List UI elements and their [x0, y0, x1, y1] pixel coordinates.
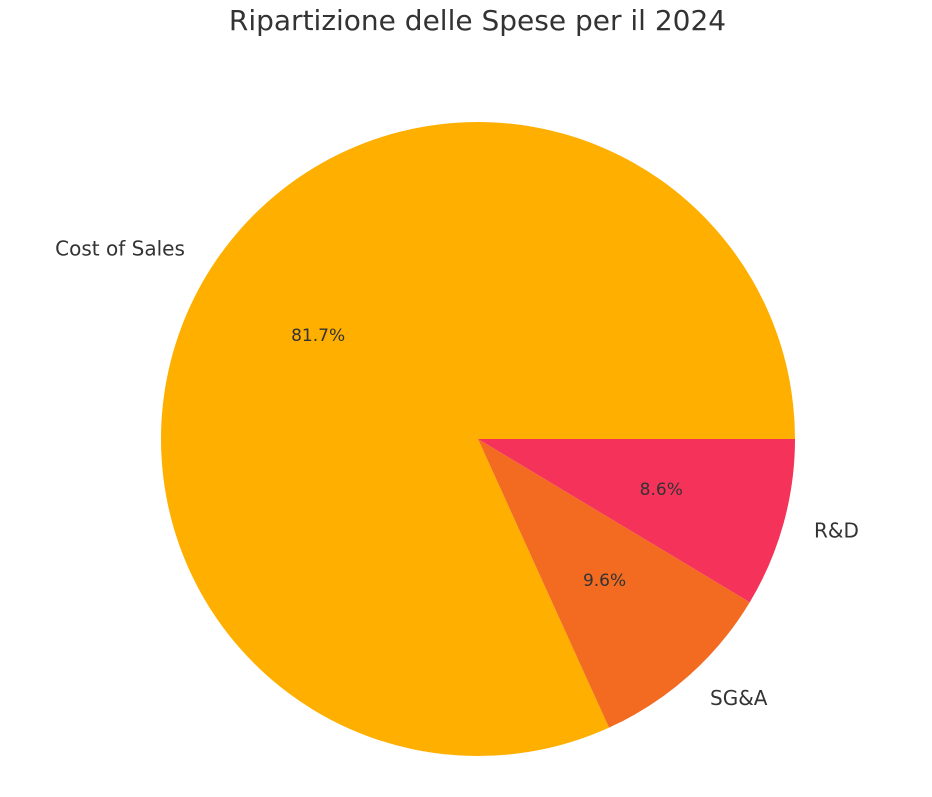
pie-labels: Cost of Sales 81.7% SG&A 9.6% R&D 8.6% [55, 237, 859, 710]
slice-label: R&D [814, 519, 859, 543]
slice-label: Cost of Sales [55, 237, 185, 261]
slice-label: SG&A [710, 686, 768, 710]
pie-slice-r-d [478, 439, 795, 603]
pie-slice-sg-a [478, 439, 750, 728]
slice-percent-label: 9.6% [583, 571, 626, 591]
pie-slices [160, 122, 795, 757]
chart-title: Ripartizione delle Spese per il 2024 [228, 4, 727, 37]
pie-slice-cost-of-sales [160, 122, 795, 757]
slice-percent-label: 8.6% [640, 480, 683, 500]
slice-percent-label: 81.7% [291, 326, 345, 346]
